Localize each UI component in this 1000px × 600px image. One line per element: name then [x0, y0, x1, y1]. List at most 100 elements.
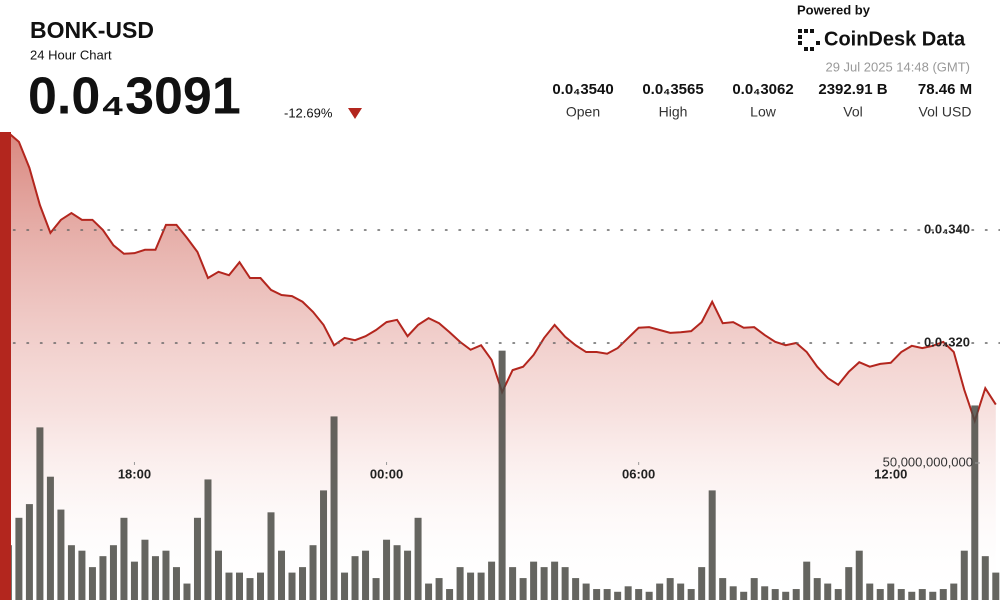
powered-by: Powered by — [797, 2, 871, 17]
volume-bar — [719, 578, 727, 600]
volume-bar — [193, 517, 201, 600]
change: -12.69% — [284, 105, 333, 120]
brand-logo — [798, 29, 820, 51]
volume-bar — [666, 578, 674, 600]
volume-bar — [813, 578, 821, 600]
volume-bar — [530, 561, 538, 600]
volume-bar — [309, 545, 317, 600]
volume-bar — [130, 561, 138, 600]
volume-bar — [782, 591, 790, 600]
volume-bar — [897, 589, 905, 600]
volume-bar — [803, 561, 811, 600]
volume-bar — [151, 556, 159, 600]
volume-bar — [887, 583, 895, 600]
timestamp: 29 Jul 2025 14:48 (GMT) — [825, 59, 970, 74]
volume-bar — [708, 490, 716, 600]
volume-bar — [593, 589, 601, 600]
volume-bar — [740, 591, 748, 600]
stat-value: 78.46 M — [918, 81, 972, 98]
volume-bar — [120, 517, 128, 600]
volume-bar — [362, 550, 370, 600]
volume-bar — [771, 589, 779, 600]
volume-bar — [435, 578, 443, 600]
volume-bar — [519, 578, 527, 600]
x-tick-label: 12:00 — [874, 466, 907, 481]
volume-bar — [677, 583, 685, 600]
volume-bar — [509, 567, 517, 600]
volume-bar — [750, 578, 758, 600]
stat-value: 0.0₄3565 — [642, 81, 703, 98]
volume-bar — [908, 591, 916, 600]
volume-bar — [792, 589, 800, 600]
y2-tick-label: 50,000,000,000 — [883, 454, 973, 469]
volume-bar — [635, 589, 643, 600]
volume-bar — [341, 572, 349, 600]
volume-bar — [288, 572, 296, 600]
volume-bar — [57, 509, 65, 600]
volume-bar — [99, 556, 107, 600]
volume-bar — [372, 578, 380, 600]
volume-bar — [540, 567, 548, 600]
volume-bar — [971, 405, 979, 600]
brand: CoinDesk Data — [824, 28, 966, 50]
volume-bar — [320, 490, 328, 600]
stat-value: 0.0₄3540 — [552, 81, 613, 98]
volume-bar — [46, 476, 54, 600]
volume-bar — [582, 583, 590, 600]
volume-bar — [834, 589, 842, 600]
volume-bar — [645, 591, 653, 600]
volume-bar — [561, 567, 569, 600]
volume-bar — [656, 583, 664, 600]
x-tick-label: 00:00 — [370, 466, 403, 481]
volume-bar — [477, 572, 485, 600]
volume-bar — [393, 545, 401, 600]
volume-bar — [425, 583, 433, 600]
volume-bar — [855, 550, 863, 600]
symbol: BONK-USD — [30, 17, 154, 43]
volume-bar — [446, 589, 454, 600]
volume-bar — [25, 504, 33, 600]
volume-bar — [109, 545, 117, 600]
volume-bar — [551, 561, 559, 600]
volume-bar — [845, 567, 853, 600]
volume-bar — [330, 416, 338, 600]
price-area — [8, 132, 996, 600]
volume-bar — [15, 517, 23, 600]
volume-bar — [257, 572, 265, 600]
volume-bar — [141, 539, 149, 600]
volume-bar — [172, 567, 180, 600]
volume-bar — [383, 539, 391, 600]
volume-bar — [225, 572, 233, 600]
volume-bar — [246, 578, 254, 600]
volume-bar — [687, 589, 695, 600]
volume-bar — [729, 586, 737, 600]
volume-bar — [981, 556, 989, 600]
stats: 0.0₄3540 Open 0.0₄3565 High 0.0₄3062 Low 2392.… — [552, 81, 972, 120]
stat-label: Vol — [843, 104, 862, 120]
volume-bar — [918, 589, 926, 600]
volume-bar — [824, 583, 832, 600]
volume-bar — [36, 427, 44, 600]
stat-label: Low — [750, 104, 777, 120]
volume-bar — [351, 556, 359, 600]
volume-bar — [624, 586, 632, 600]
volume-bar — [214, 550, 222, 600]
volume-bar — [183, 583, 191, 600]
volume-bar — [404, 550, 412, 600]
stat-value: 2392.91 B — [818, 81, 887, 98]
volume-bar — [278, 550, 286, 600]
volume-bar — [67, 545, 75, 600]
volume-bar — [498, 350, 506, 600]
stat-label: Vol USD — [919, 104, 972, 120]
left-edge — [0, 132, 11, 600]
volume-bar — [761, 586, 769, 600]
volume-bar — [572, 578, 580, 600]
volume-bar — [614, 591, 622, 600]
y-tick-label: 0.0₄340 — [924, 221, 970, 236]
volume-bar — [414, 517, 422, 600]
down-arrow — [348, 108, 362, 119]
stat-label: Open — [566, 104, 600, 120]
volume-bar — [204, 479, 212, 600]
volume-bar — [488, 561, 496, 600]
